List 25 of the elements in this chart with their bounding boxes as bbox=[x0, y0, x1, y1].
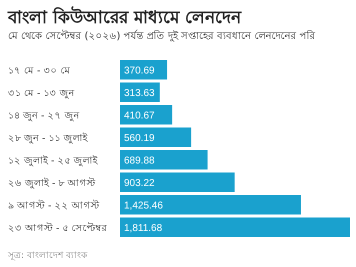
y-tick-label: ৩১ মে - ১৩ জুন bbox=[8, 88, 76, 99]
y-tick-label: ২৩ আগস্ট - ৫ সেপ্টেম্বর bbox=[8, 220, 108, 234]
bar bbox=[120, 172, 235, 192]
data-label: 560.19 bbox=[124, 132, 156, 144]
data-label: 689.88 bbox=[124, 155, 156, 166]
data-label: 370.69 bbox=[124, 65, 156, 76]
y-tick-label: ২৮ জুন - ১১ জুলাই bbox=[8, 132, 89, 144]
text: সূত্র: বাংলাদেশ ব্যাংক bbox=[8, 250, 87, 263]
bar bbox=[120, 195, 301, 214]
y-tick-label: ৯ আগস্ট - ২২ আগস্ট bbox=[8, 198, 101, 212]
data-label: 903.22 bbox=[124, 178, 156, 189]
bar bbox=[120, 218, 350, 237]
data-label: 1,811.68 bbox=[124, 222, 163, 234]
chart-title: বাংলা কিউআরের মাধ্যমে লেনদেন bbox=[8, 5, 241, 30]
bar bbox=[120, 150, 208, 170]
data-label: 1,425.46 bbox=[124, 200, 164, 212]
data-label: 313.63 bbox=[124, 88, 156, 99]
y-tick-label: ১২ জুলাই - ২৫ জুলাই bbox=[8, 154, 99, 166]
bar bbox=[120, 105, 172, 124]
y-tick-label: ১৭ মে - ৩০ মে bbox=[8, 65, 71, 76]
y-tick-label: ১৪ জুন - ২৭ জুন bbox=[8, 110, 81, 122]
bar bbox=[120, 128, 192, 147]
chart-subtitle: মে থেকে সেপ্টেম্বর (২০২৬) পর্যন্ত প্রতি দুই সপ্তাহের ব্যবধানে লেনদেনের পরি bbox=[8, 30, 317, 43]
data-label: 410.67 bbox=[124, 110, 156, 122]
y-tick-label: ২৬ জুলাই - ৮ আগস্ট bbox=[8, 176, 97, 189]
